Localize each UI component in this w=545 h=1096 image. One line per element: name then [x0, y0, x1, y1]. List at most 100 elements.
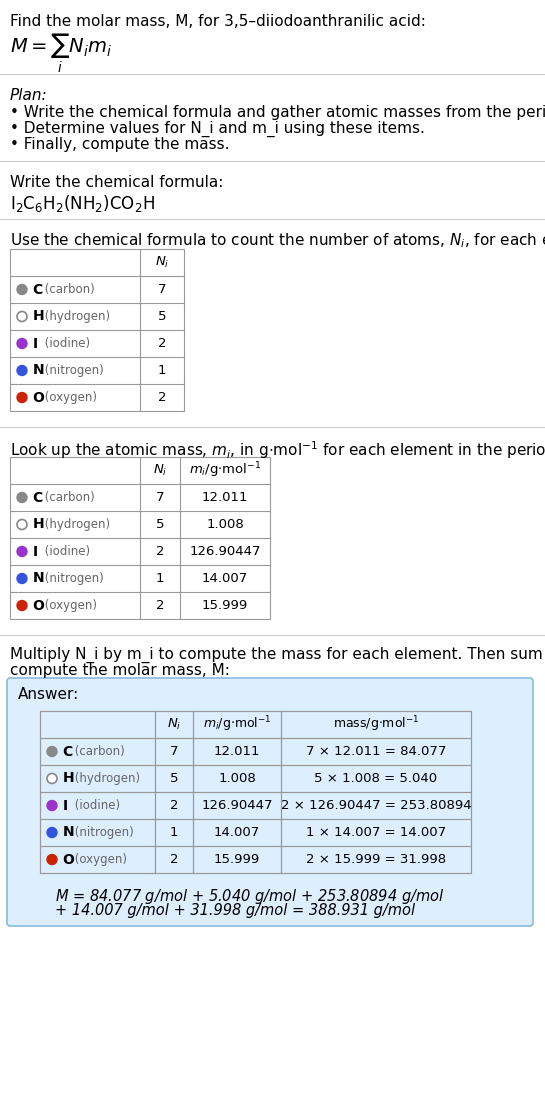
Circle shape: [17, 392, 27, 402]
Text: $\bf{N}$: $\bf{N}$: [62, 825, 74, 840]
Bar: [10, 249, 184, 411]
Circle shape: [17, 311, 27, 321]
Circle shape: [47, 827, 57, 837]
Text: • Finally, compute the mass.: • Finally, compute the mass.: [10, 137, 229, 152]
Text: 14.007: 14.007: [202, 572, 248, 585]
Text: (hydrogen): (hydrogen): [41, 310, 110, 323]
Circle shape: [17, 365, 27, 376]
Text: 5: 5: [156, 518, 164, 530]
Circle shape: [17, 547, 27, 557]
Text: $\bf{H}$: $\bf{H}$: [32, 517, 44, 532]
Text: $m_i$/g$\cdot$mol$^{-1}$: $m_i$/g$\cdot$mol$^{-1}$: [203, 715, 271, 734]
Text: 2: 2: [156, 600, 164, 612]
Circle shape: [47, 774, 57, 784]
Text: $m_i$/g$\cdot$mol$^{-1}$: $m_i$/g$\cdot$mol$^{-1}$: [189, 460, 261, 480]
Text: $\bf{I}$: $\bf{I}$: [32, 545, 38, 559]
Text: 15.999: 15.999: [202, 600, 248, 612]
Text: 2: 2: [158, 336, 166, 350]
Text: Find the molar mass, M, for 3,5–diiodoanthranilic acid:: Find the molar mass, M, for 3,5–diiodoan…: [10, 14, 426, 28]
Text: 2 × 15.999 = 31.998: 2 × 15.999 = 31.998: [306, 853, 446, 866]
Text: 2: 2: [158, 391, 166, 404]
Text: $\bf{C}$: $\bf{C}$: [62, 744, 74, 758]
Text: $\bf{I}$: $\bf{I}$: [62, 799, 68, 812]
Text: $\bf{N}$: $\bf{N}$: [32, 364, 44, 377]
Text: 2: 2: [169, 799, 178, 812]
Text: 7: 7: [158, 283, 166, 296]
Text: $N_i$: $N_i$: [155, 255, 169, 270]
Text: (nitrogen): (nitrogen): [41, 364, 104, 377]
FancyBboxPatch shape: [7, 678, 533, 926]
Text: $M$ = 84.077 g/mol + 5.040 g/mol + 253.80894 g/mol: $M$ = 84.077 g/mol + 5.040 g/mol + 253.8…: [55, 887, 444, 906]
Text: 12.011: 12.011: [202, 491, 249, 504]
Circle shape: [17, 573, 27, 583]
Text: 5 × 1.008 = 5.040: 5 × 1.008 = 5.040: [314, 772, 438, 785]
Circle shape: [47, 800, 57, 811]
Text: (oxygen): (oxygen): [41, 600, 97, 612]
Text: Answer:: Answer:: [18, 687, 79, 703]
Circle shape: [17, 601, 27, 610]
Text: (carbon): (carbon): [41, 283, 95, 296]
Text: $\bf{O}$: $\bf{O}$: [62, 853, 75, 867]
Text: Write the chemical formula:: Write the chemical formula:: [10, 175, 223, 190]
Text: 15.999: 15.999: [214, 853, 260, 866]
Bar: [40, 711, 471, 874]
Text: 7 × 12.011 = 84.077: 7 × 12.011 = 84.077: [306, 745, 446, 758]
Text: (nitrogen): (nitrogen): [71, 826, 134, 840]
Text: Multiply N_i by m_i to compute the mass for each element. Then sum those values : Multiply N_i by m_i to compute the mass …: [10, 647, 545, 663]
Circle shape: [17, 520, 27, 529]
Text: (carbon): (carbon): [41, 491, 95, 504]
Circle shape: [17, 339, 27, 349]
Text: • Write the chemical formula and gather atomic masses from the periodic table.: • Write the chemical formula and gather …: [10, 105, 545, 119]
Text: (nitrogen): (nitrogen): [41, 572, 104, 585]
Text: • Determine values for N_i and m_i using these items.: • Determine values for N_i and m_i using…: [10, 121, 425, 137]
Bar: [10, 457, 270, 619]
Text: 1 × 14.007 = 14.007: 1 × 14.007 = 14.007: [306, 826, 446, 840]
Circle shape: [17, 492, 27, 502]
Text: mass/g$\cdot$mol$^{-1}$: mass/g$\cdot$mol$^{-1}$: [333, 715, 419, 734]
Text: 126.90447: 126.90447: [201, 799, 272, 812]
Text: 1: 1: [169, 826, 178, 840]
Circle shape: [47, 746, 57, 756]
Text: compute the molar mass, M:: compute the molar mass, M:: [10, 663, 230, 678]
Text: 1: 1: [156, 572, 164, 585]
Text: $\bf{O}$: $\bf{O}$: [32, 598, 45, 613]
Bar: [40, 711, 471, 874]
Text: $\mathrm{I_2C_6H_2(NH_2)CO_2H}$: $\mathrm{I_2C_6H_2(NH_2)CO_2H}$: [10, 193, 155, 214]
Text: $\bf{O}$: $\bf{O}$: [32, 390, 45, 404]
Text: Look up the atomic mass, $m_i$, in g$\cdot$mol$^{-1}$ for each element in the pe: Look up the atomic mass, $m_i$, in g$\cd…: [10, 439, 545, 460]
Text: 7: 7: [169, 745, 178, 758]
Text: 1: 1: [158, 364, 166, 377]
Text: (oxygen): (oxygen): [71, 853, 127, 866]
Text: (iodine): (iodine): [41, 545, 90, 558]
Text: (hydrogen): (hydrogen): [41, 518, 110, 530]
Text: 12.011: 12.011: [214, 745, 261, 758]
Text: 1.008: 1.008: [218, 772, 256, 785]
Text: $\bf{I}$: $\bf{I}$: [32, 336, 38, 351]
Text: $\bf{H}$: $\bf{H}$: [62, 772, 74, 786]
Text: 126.90447: 126.90447: [189, 545, 261, 558]
Text: 2 × 126.90447 = 253.80894: 2 × 126.90447 = 253.80894: [281, 799, 471, 812]
Text: (iodine): (iodine): [41, 336, 90, 350]
Text: $\bf{C}$: $\bf{C}$: [32, 283, 44, 297]
Text: $M = \sum_i N_i m_i$: $M = \sum_i N_i m_i$: [10, 32, 112, 76]
Text: Plan:: Plan:: [10, 88, 47, 103]
Text: $\bf{N}$: $\bf{N}$: [32, 571, 44, 585]
Text: $\bf{H}$: $\bf{H}$: [32, 309, 44, 323]
Text: 5: 5: [158, 310, 166, 323]
Text: Use the chemical formula to count the number of atoms, $N_i$, for each element:: Use the chemical formula to count the nu…: [10, 231, 545, 250]
Text: (hydrogen): (hydrogen): [71, 772, 140, 785]
Circle shape: [17, 285, 27, 295]
Text: 7: 7: [156, 491, 164, 504]
Text: $N_i$: $N_i$: [153, 463, 167, 478]
Text: 14.007: 14.007: [214, 826, 260, 840]
Text: + 14.007 g/mol + 31.998 g/mol = 388.931 g/mol: + 14.007 g/mol + 31.998 g/mol = 388.931 …: [55, 903, 415, 918]
Text: (carbon): (carbon): [71, 745, 125, 758]
Text: 5: 5: [169, 772, 178, 785]
Circle shape: [47, 855, 57, 865]
Text: $\bf{C}$: $\bf{C}$: [32, 491, 44, 504]
Text: (oxygen): (oxygen): [41, 391, 97, 404]
Text: $N_i$: $N_i$: [167, 717, 181, 732]
Text: 2: 2: [169, 853, 178, 866]
Text: 2: 2: [156, 545, 164, 558]
Text: (iodine): (iodine): [71, 799, 120, 812]
